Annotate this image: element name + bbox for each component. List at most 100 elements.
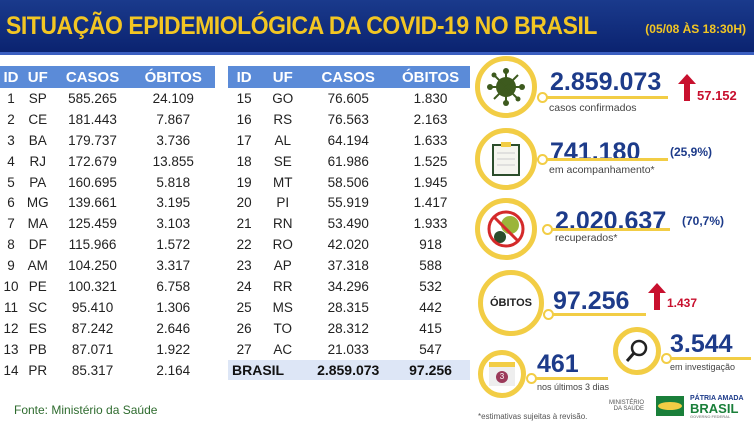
table-cell: 24 bbox=[236, 278, 252, 294]
column-header: ÓBITOS bbox=[391, 66, 470, 88]
table-cell: RJ bbox=[29, 153, 47, 169]
table-cell: CE bbox=[28, 111, 48, 127]
deaths-value: 97.256 bbox=[553, 287, 630, 315]
table-cell: 87.242 bbox=[71, 320, 114, 336]
table-cell: 8 bbox=[7, 237, 15, 253]
divider bbox=[543, 309, 646, 320]
table-cell: 22 bbox=[236, 237, 252, 253]
table-row: 19 MT 58.506 1.945 bbox=[228, 172, 470, 193]
table-cell: AM bbox=[27, 258, 48, 274]
header: SITUAÇÃO EPIDEMIOLÓGICA DA COVID-19 NO B… bbox=[0, 0, 754, 55]
table-row: 1 SP 585.265 24.109 bbox=[0, 88, 215, 109]
table-cell: 27 bbox=[236, 341, 252, 357]
table-cell: 64.194 bbox=[327, 132, 369, 148]
table-cell: 1 bbox=[7, 90, 15, 106]
table-cell: 85.317 bbox=[71, 362, 114, 378]
divider bbox=[537, 92, 668, 103]
table-cell: 160.695 bbox=[68, 174, 117, 190]
states-table-right: ID UF CASOS ÓBITOS 15 GO 76.605 1.830 16 RS 76.563… bbox=[228, 66, 470, 381]
column-header: CASOS bbox=[53, 66, 132, 88]
table-cell: RR bbox=[273, 278, 293, 294]
calendar-icon: 3 bbox=[478, 350, 526, 398]
confirmed-label: casos confirmados bbox=[549, 102, 637, 114]
confirmed-increase: 57.152 bbox=[697, 88, 737, 103]
update-date: (05/08 ÀS 18:30H) bbox=[645, 22, 746, 36]
table-row: 5 PA 160.695 5.818 bbox=[0, 172, 215, 193]
table-cell: 918 bbox=[419, 237, 442, 253]
table-cell: AP bbox=[273, 258, 292, 274]
table-cell: 5.818 bbox=[156, 174, 191, 190]
table-cell: 2 bbox=[7, 111, 15, 127]
arrow-up-icon bbox=[678, 74, 696, 101]
logo-line2: BRASIL bbox=[690, 401, 739, 416]
table-cell: 6 bbox=[7, 195, 15, 211]
table-cell: 13.855 bbox=[152, 153, 194, 169]
table-cell: DF bbox=[28, 237, 47, 253]
table-cell: 16 bbox=[236, 111, 252, 127]
table-cell: 37.318 bbox=[327, 258, 369, 274]
table-cell: 1.922 bbox=[156, 341, 191, 357]
table-cell: 588 bbox=[419, 258, 442, 274]
table-cell: AC bbox=[273, 341, 293, 357]
recent-deaths-label: nos últimos 3 dias bbox=[537, 382, 610, 392]
divider bbox=[537, 154, 668, 165]
table-cell: 532 bbox=[419, 278, 442, 294]
logo-line1: PÁTRIA AMADA bbox=[690, 395, 744, 402]
table-cell: 5 bbox=[7, 174, 15, 190]
recovered-label: recuperados* bbox=[555, 232, 618, 244]
monitoring-percent: (25,9%) bbox=[670, 145, 713, 159]
table-cell: PB bbox=[28, 341, 47, 357]
source-text: Fonte: Ministério da Saúde bbox=[14, 403, 158, 417]
table-cell: 2.646 bbox=[156, 320, 191, 336]
column-header: ID bbox=[228, 66, 261, 88]
table-cell: 26 bbox=[236, 320, 252, 336]
table-cell: 7 bbox=[7, 216, 15, 232]
table-cell: MS bbox=[272, 299, 293, 315]
table-cell: PE bbox=[28, 278, 47, 294]
table-cell: 547 bbox=[419, 341, 442, 357]
table-cell: 3 bbox=[7, 132, 15, 148]
table-cell: 7.867 bbox=[156, 111, 191, 127]
states-table-left: ID UF CASOS ÓBITOS 1 SP 585.265 24.109 2 CE 181.44… bbox=[0, 66, 215, 380]
table-row: 7 MA 125.459 3.103 bbox=[0, 213, 215, 234]
monitoring-label: em acompanhamento* bbox=[549, 164, 655, 176]
table-cell: 115.966 bbox=[68, 237, 117, 253]
table-cell: 1.830 bbox=[413, 90, 448, 106]
table-cell: 58.506 bbox=[327, 174, 369, 190]
clipboard-icon bbox=[475, 128, 537, 190]
table-row: 3 BA 179.737 3.736 bbox=[0, 130, 215, 151]
table-cell: MT bbox=[273, 174, 293, 190]
recovered-virus-icon bbox=[475, 198, 537, 260]
divider bbox=[542, 224, 670, 235]
column-header: ÓBITOS bbox=[131, 66, 215, 88]
table-cell: 3.736 bbox=[156, 132, 191, 148]
table-row: 17 AL 64.194 1.633 bbox=[228, 130, 470, 151]
table-cell: 87.071 bbox=[71, 341, 114, 357]
table-row: 14 PR 85.317 2.164 bbox=[0, 360, 215, 381]
table-cell: PA bbox=[29, 174, 47, 190]
recovered-percent: (70,7%) bbox=[682, 214, 725, 228]
table-row: 21 RN 53.490 1.933 bbox=[228, 213, 470, 234]
table-cell: SC bbox=[28, 299, 48, 315]
table-cell: 28.312 bbox=[327, 320, 369, 336]
table-row: 15 GO 76.605 1.830 bbox=[228, 88, 470, 109]
table-cell: 9 bbox=[7, 258, 15, 274]
table-cell: 1.306 bbox=[156, 299, 191, 315]
table-cell: 10 bbox=[3, 278, 19, 294]
column-header: UF bbox=[21, 66, 54, 88]
table-row: 20 PI 55.919 1.417 bbox=[228, 192, 470, 213]
table-row: 12 ES 87.242 2.646 bbox=[0, 318, 215, 339]
table-cell: MG bbox=[26, 195, 49, 211]
arrow-up-icon bbox=[648, 283, 666, 310]
table-cell: 3.195 bbox=[156, 195, 191, 211]
table-cell: 21 bbox=[236, 216, 252, 232]
table-cell: RN bbox=[273, 216, 293, 232]
table-cell: 12 bbox=[3, 320, 19, 336]
table-cell: 55.919 bbox=[327, 195, 369, 211]
calendar-day: 3 bbox=[496, 370, 508, 383]
table-cell: 2.164 bbox=[156, 362, 191, 378]
table-cell: GO bbox=[272, 90, 294, 106]
table-row: 11 SC 95.410 1.306 bbox=[0, 297, 215, 318]
table-cell: 23 bbox=[236, 258, 252, 274]
table-cell: 24.109 bbox=[152, 90, 194, 106]
